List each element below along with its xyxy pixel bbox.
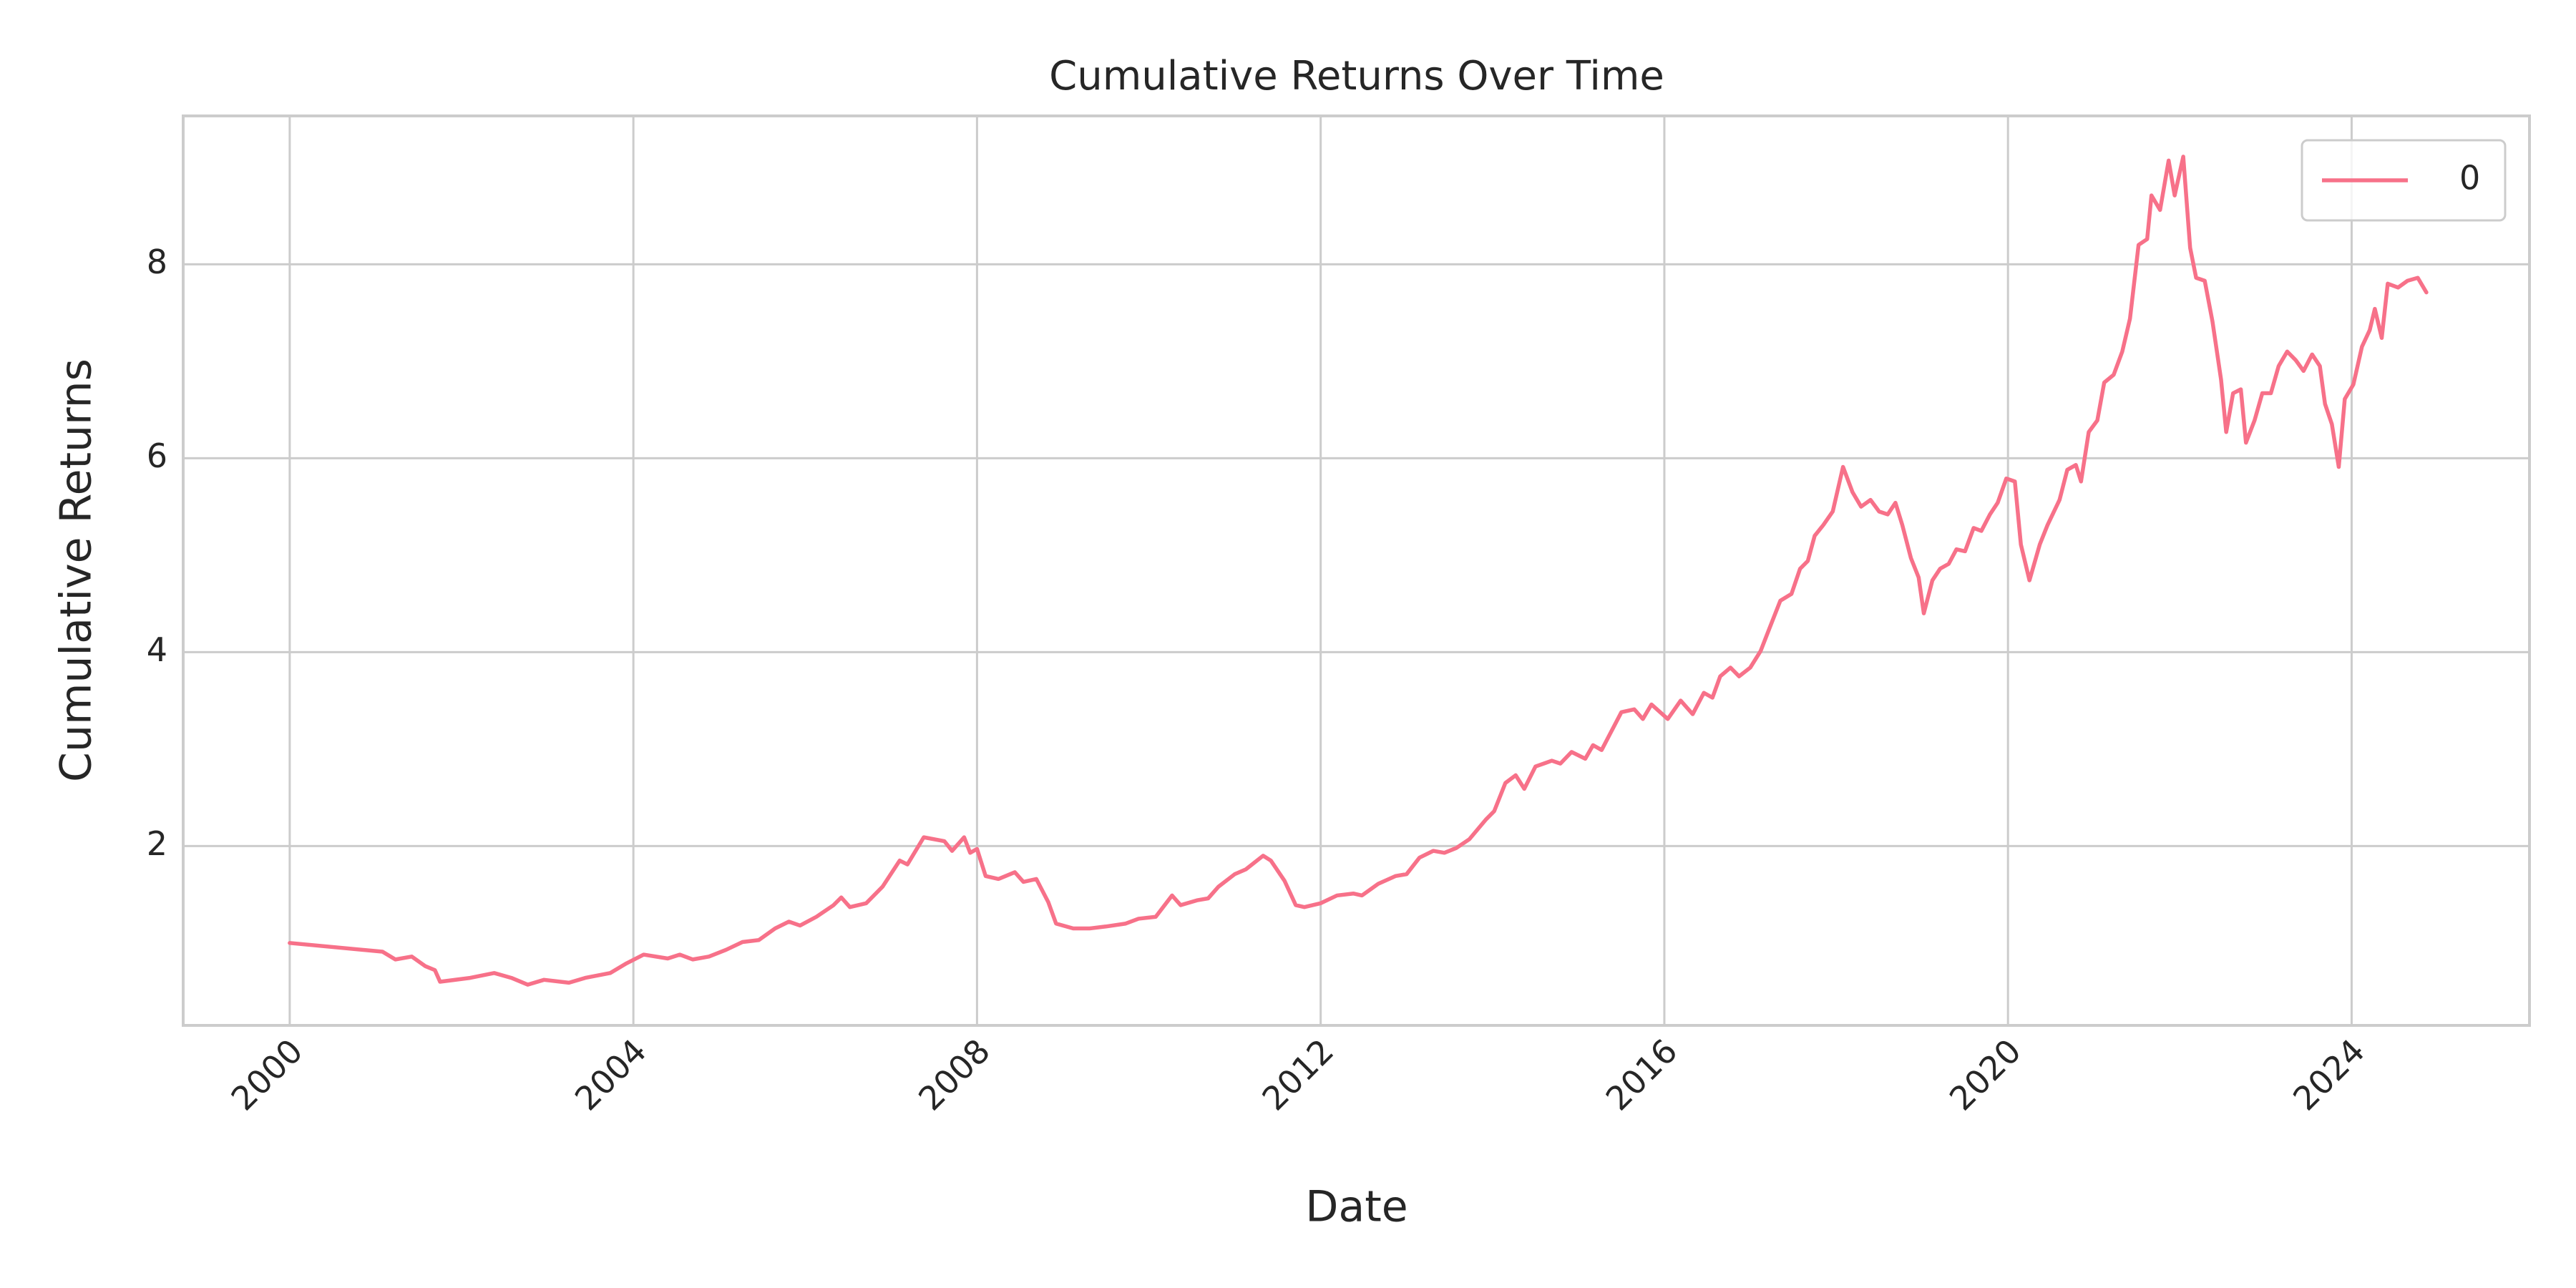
x-axis-label: Date	[1305, 1182, 1407, 1232]
chart-title: Cumulative Returns Over Time	[1049, 53, 1664, 99]
y-tick-label: 2	[147, 824, 167, 863]
y-tick-label: 6	[147, 436, 167, 475]
y-tick-label: 4	[147, 630, 167, 669]
data-line	[288, 155, 2429, 987]
plot-frame	[182, 114, 2531, 1027]
y-tick-label: 8	[147, 243, 167, 281]
y-axis-label: Cumulative Returns	[52, 358, 102, 782]
legend-label: 0	[2459, 159, 2480, 197]
